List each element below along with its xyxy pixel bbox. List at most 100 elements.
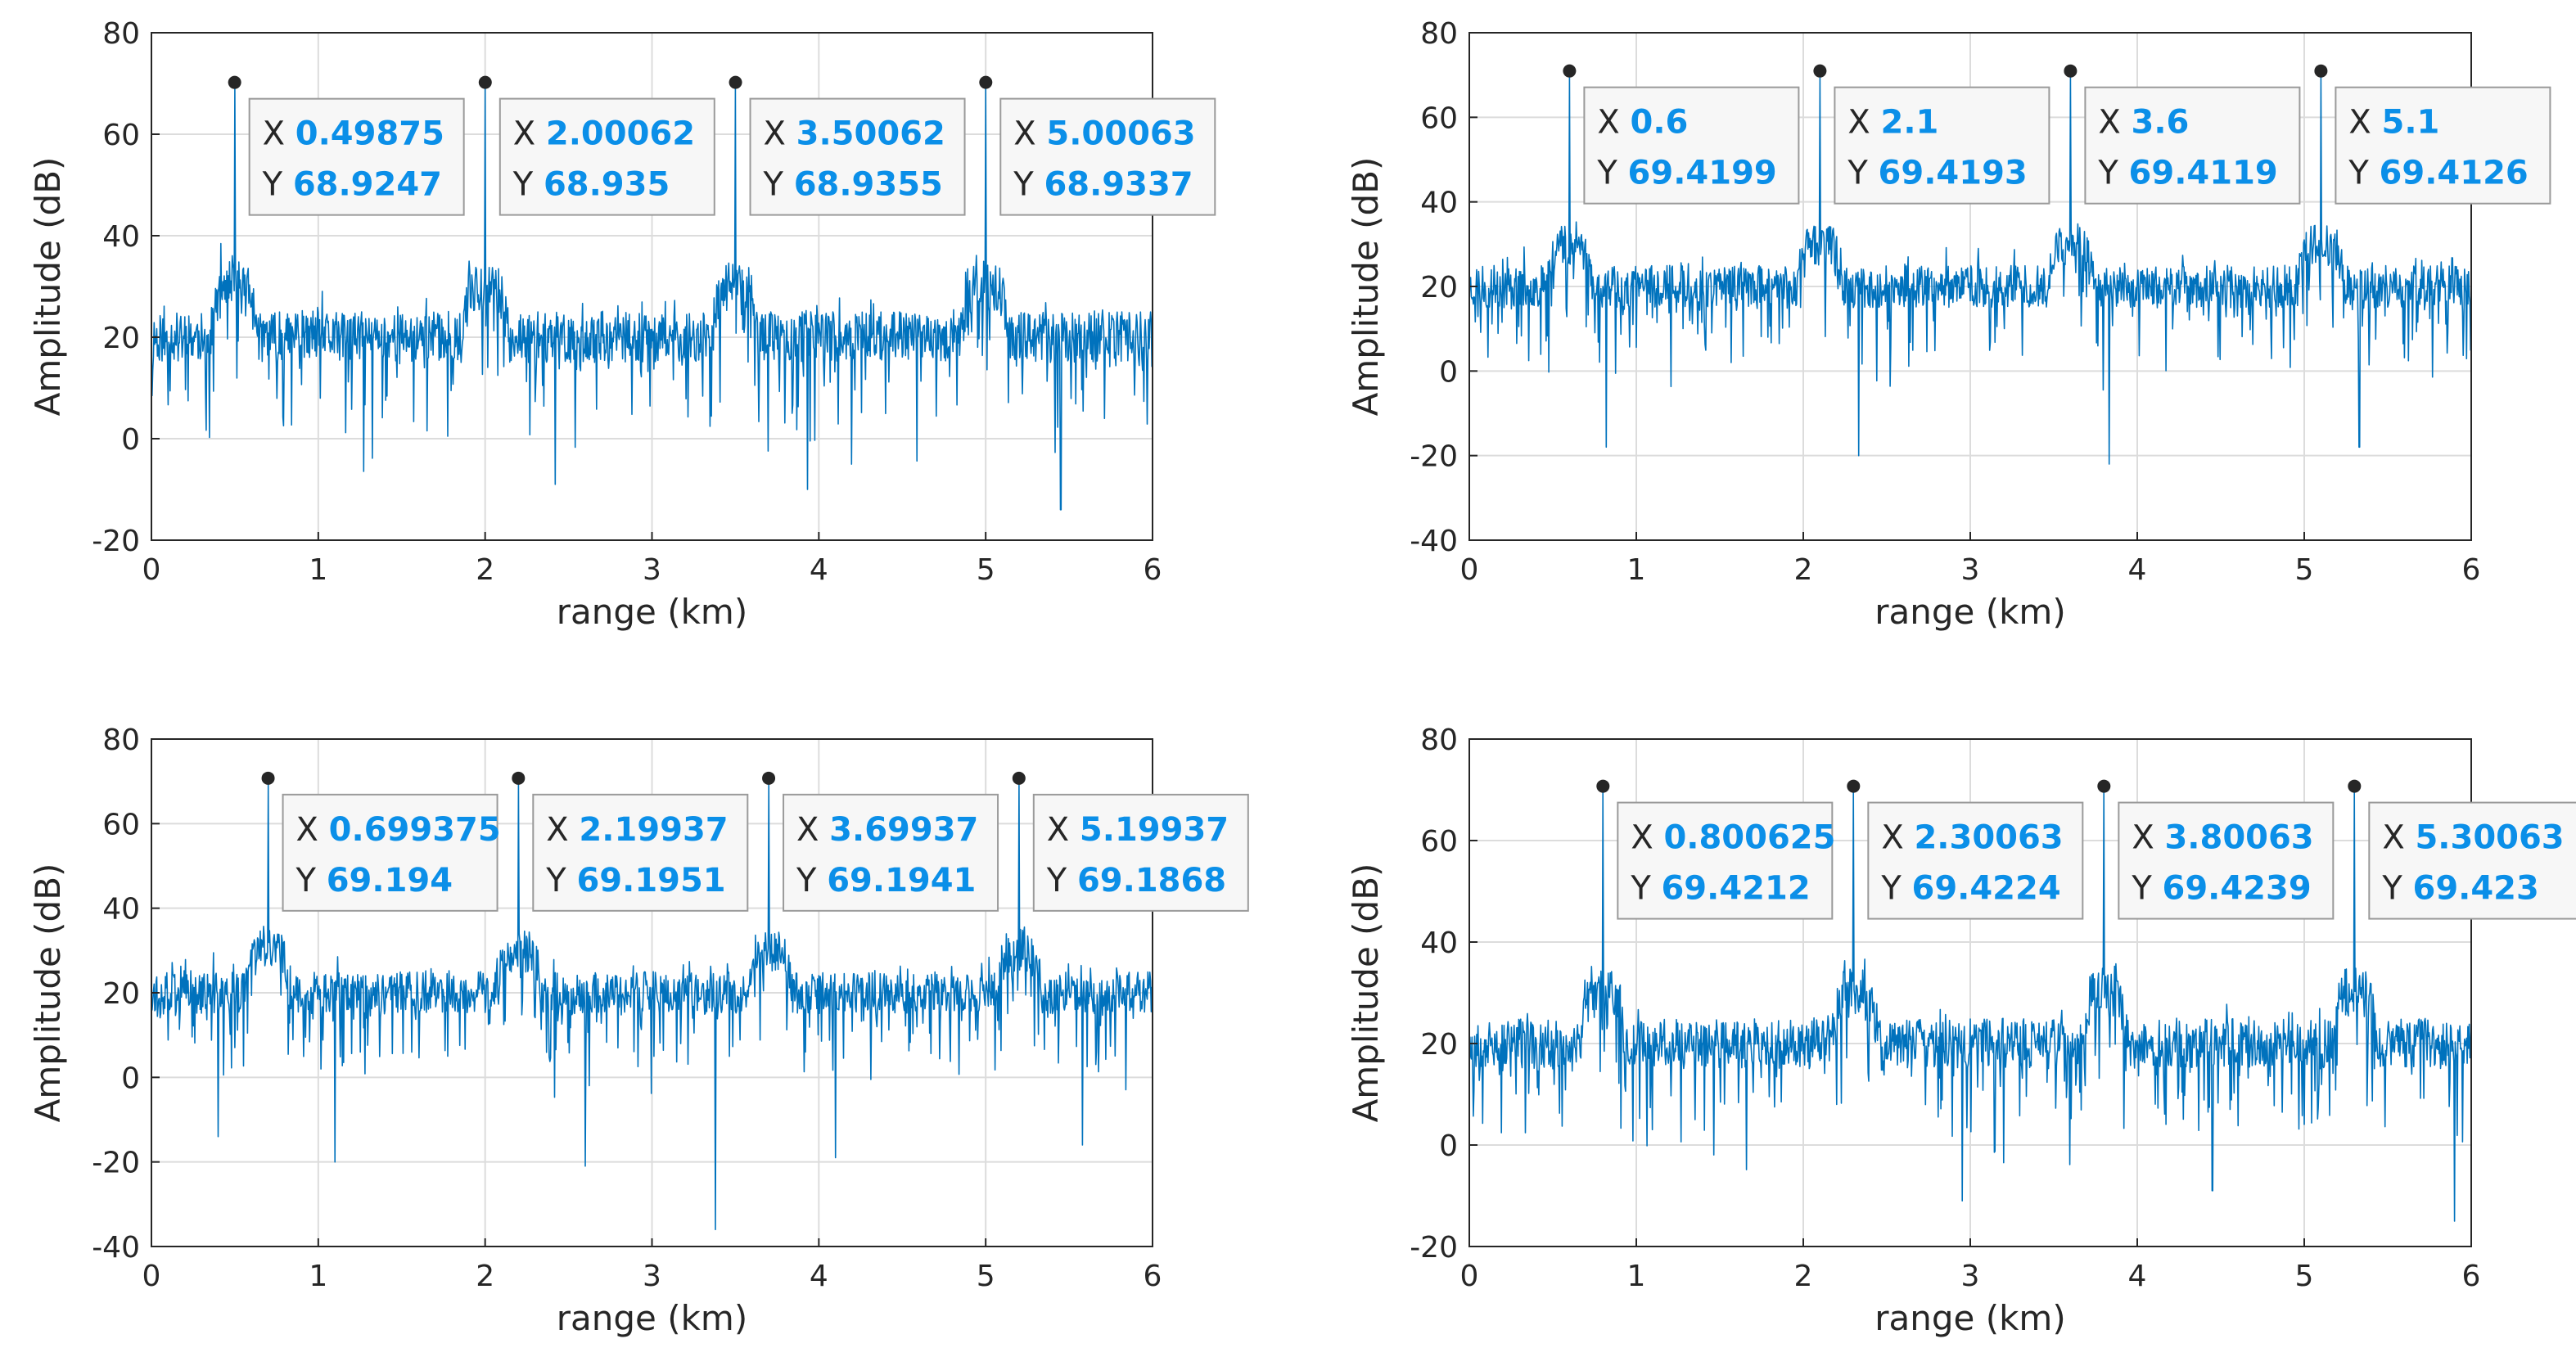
x-tick-label: 6	[2462, 553, 2481, 587]
x-tick-label: 4	[2128, 553, 2147, 587]
datatip[interactable]: X 3.69937 Y 69.1941	[762, 771, 999, 912]
x-tick-label: 5	[977, 553, 995, 587]
chart-3: 0 1 2 3 4 5 6 -40 -20 0 20 40 60 80 range (km) Amplitud…	[28, 724, 1249, 1338]
datatip-y-value: 69.4224	[1911, 870, 2060, 908]
signal-series-line	[1468, 791, 2472, 1222]
datatip-y: Y 69.4199	[1596, 155, 1776, 192]
datatip-x: X 3.69937	[796, 811, 978, 849]
y-tick-label: 40	[1420, 187, 1458, 220]
datatip-x-value: 5.00063	[1046, 115, 1195, 153]
datatip[interactable]: X 3.6Y 69.4119	[2064, 64, 2301, 205]
datatip-box	[248, 97, 465, 216]
y-tick-label: 0	[121, 423, 140, 457]
datatip-box	[2335, 86, 2551, 205]
datatip-marker	[762, 771, 776, 785]
y-tick-label: -20	[92, 1147, 140, 1180]
datatip-x-value: 0.6	[1631, 104, 1689, 142]
datatip-y-key: Y	[796, 862, 827, 899]
datatip-box	[999, 97, 1216, 216]
datatip-marker	[2348, 779, 2362, 793]
datatip[interactable]: X 2.1Y 69.4193	[1813, 64, 2050, 205]
y-tick-label: 80	[1420, 724, 1458, 757]
datatip-y-key: Y	[1847, 155, 1878, 192]
datatip-y-value: 69.1951	[576, 862, 725, 899]
datatip-x-key: X	[796, 811, 829, 849]
x-tick-label: 3	[1961, 553, 1980, 587]
datatip-y-value: 68.9337	[1044, 166, 1193, 204]
datatip-y: Y 69.423	[2381, 870, 2539, 908]
y-tick-label: 60	[1420, 825, 1458, 859]
datatip-box	[783, 793, 999, 912]
datatip-marker	[1847, 779, 1861, 793]
datatip-x-value: 2.1	[1881, 104, 1939, 142]
signal-series-line	[151, 783, 1153, 1231]
datatip-y-key: Y	[1046, 862, 1077, 899]
datatip-x-key: X	[546, 811, 579, 849]
datatip-y-value: 69.194	[327, 862, 453, 899]
datatip-y-value: 68.935	[544, 166, 670, 204]
x-axis-label: range (km)	[1874, 1298, 2065, 1338]
datatip-y-key: Y	[763, 166, 794, 204]
datatip[interactable]: X 0.699375 Y 69.194	[261, 771, 501, 912]
datatip-box	[499, 97, 715, 216]
x-tick-label: 4	[810, 553, 828, 587]
datatip-x-key: X	[296, 811, 329, 849]
y-tick-label: 60	[102, 119, 140, 152]
datatip-y-value: 68.9355	[794, 166, 943, 204]
datatip-x: X 0.699375	[296, 811, 501, 849]
datatip-box	[2368, 801, 2576, 920]
datatip-y: Y 69.1951	[545, 862, 725, 899]
datatip-x-value: 0.800625	[1663, 819, 1835, 857]
datatip-x-value: 3.50062	[796, 115, 945, 153]
datatip-marker	[1012, 771, 1026, 785]
datatip-box	[282, 793, 499, 912]
x-tick-label: 0	[142, 1260, 161, 1293]
datatip-y: Y 69.4212	[1630, 870, 1810, 908]
y-tick-label: 0	[121, 1062, 140, 1095]
y-tick-label: 80	[102, 17, 140, 51]
datatip-x-value: 2.00062	[546, 115, 695, 153]
x-axis-label: range (km)	[557, 1298, 747, 1338]
datatip-y: Y 69.4193	[1847, 155, 2027, 192]
datatip-y-key: Y	[295, 862, 327, 899]
datatip-y-value: 69.423	[2412, 870, 2538, 908]
datatip-box	[1617, 801, 1834, 920]
datatip-y-value: 69.4199	[1628, 155, 1777, 192]
y-tick-label: 40	[1420, 926, 1458, 960]
y-tick-label: 60	[102, 808, 140, 841]
y-axis-label: Amplitude (dB)	[28, 157, 68, 417]
x-tick-label: 6	[1144, 553, 1162, 587]
datatip-x: X 3.6	[2098, 104, 2189, 142]
datatip[interactable]: X 5.1Y 69.4126	[2314, 64, 2551, 205]
datatip-y: Y 68.9247	[262, 166, 442, 204]
datatip-marker	[2097, 779, 2111, 793]
datatip-x: X 5.19937	[1047, 811, 1229, 849]
x-tick-label: 2	[476, 553, 494, 587]
x-tick-label: 0	[142, 553, 161, 587]
x-tick-label: 3	[643, 1260, 661, 1293]
datatip-x-key: X	[1013, 115, 1046, 153]
datatip[interactable]: X 0.6Y 69.4199	[1563, 64, 1800, 205]
y-tick-label: -40	[1410, 525, 1458, 558]
datatip-box	[749, 97, 966, 216]
datatip-y: Y 69.1941	[796, 862, 976, 899]
datatip-x: X 2.30063	[1881, 819, 2063, 857]
datatip-x-key: X	[1881, 819, 1914, 857]
x-tick-label: 0	[1460, 1260, 1479, 1293]
datatip-x-key: X	[2132, 819, 2164, 857]
datatip-x-value: 3.80063	[2164, 819, 2313, 857]
datatip-marker	[478, 75, 492, 89]
datatip-y: Y 69.194	[295, 862, 453, 899]
